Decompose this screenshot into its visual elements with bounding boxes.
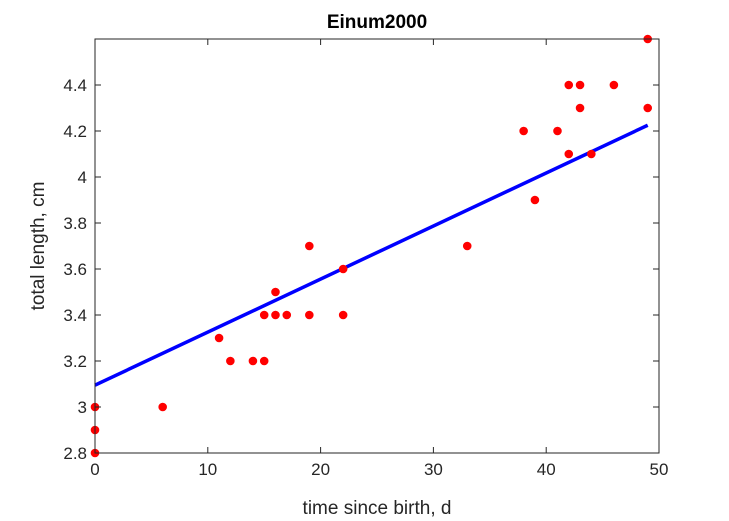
data-layer xyxy=(90,34,653,458)
data-point xyxy=(259,356,269,366)
data-point xyxy=(519,126,528,136)
fit-line xyxy=(94,123,649,387)
chart-title: Einum2000 xyxy=(327,12,427,33)
y-tick-label: 2.8 xyxy=(63,444,87,463)
data-point xyxy=(564,149,574,159)
x-tick-label: 0 xyxy=(90,460,99,479)
axes-box xyxy=(94,38,660,454)
y-tick-label: 3 xyxy=(78,398,87,417)
data-point xyxy=(282,310,292,320)
data-point xyxy=(530,195,540,205)
data-point xyxy=(587,149,596,159)
x-tick-label: 30 xyxy=(424,460,443,479)
data-point xyxy=(305,241,314,251)
data-point xyxy=(553,126,562,136)
y-tick-label: 4.2 xyxy=(63,122,87,141)
data-point xyxy=(609,80,619,90)
data-point xyxy=(271,310,280,320)
y-tick-label: 3.2 xyxy=(63,352,87,371)
data-point xyxy=(259,310,269,320)
data-point xyxy=(158,402,167,412)
y-tick-label: 3.6 xyxy=(63,260,87,279)
data-point xyxy=(564,80,574,90)
y-tick-label: 3.4 xyxy=(63,306,87,325)
data-point xyxy=(575,103,585,113)
x-tick-label: 10 xyxy=(198,460,217,479)
plot-area xyxy=(95,39,659,453)
data-point xyxy=(305,310,314,320)
x-axis-label: time since birth, d xyxy=(303,498,452,519)
data-point xyxy=(226,356,235,366)
y-tick-label: 3.8 xyxy=(63,214,87,233)
data-point xyxy=(338,264,348,274)
data-point xyxy=(271,287,280,297)
data-point xyxy=(248,356,258,366)
data-point xyxy=(338,310,348,320)
data-point xyxy=(643,103,653,113)
x-tick-label: 20 xyxy=(311,460,330,479)
data-point xyxy=(575,80,585,90)
data-point xyxy=(214,333,224,343)
x-tick-label: 40 xyxy=(537,460,556,479)
y-axis-label: total length, cm xyxy=(28,182,49,311)
tick-layer: 0 10 20 30 40 50 2.8 3 3.2 3.4 3.6 3.8 4 4.2 4.4 xyxy=(63,39,668,479)
x-tick-label: 50 xyxy=(650,460,669,479)
y-tick-label: 4 xyxy=(78,168,87,187)
y-tick-label: 4.4 xyxy=(63,76,87,95)
data-point xyxy=(462,241,472,251)
